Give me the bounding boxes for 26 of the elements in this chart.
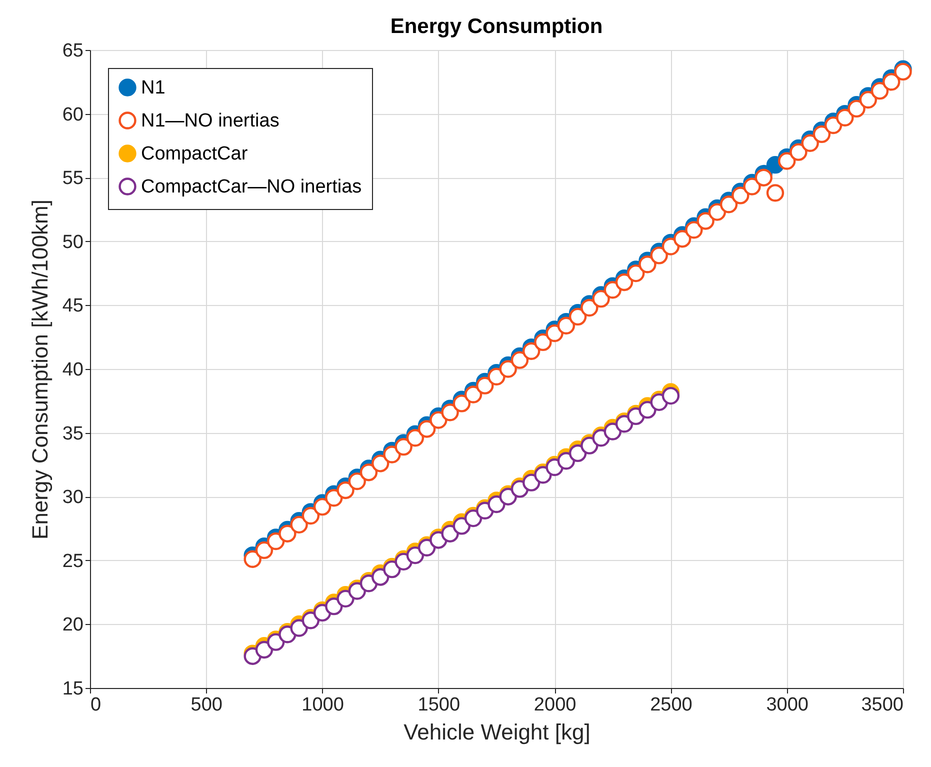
x-tick-label: 2500 xyxy=(650,694,692,716)
y-tick-label: 50 xyxy=(62,232,84,253)
legend-label: CompactCar—NO inertias xyxy=(141,176,362,198)
x-tick-label: 1000 xyxy=(302,694,344,716)
legend-label: N1 xyxy=(141,78,166,98)
y-tick-label: 25 xyxy=(62,550,84,572)
x-tick-label: 2000 xyxy=(534,694,576,716)
y-tick-label: 40 xyxy=(62,360,84,380)
y-tick-label: 20 xyxy=(62,614,84,636)
x-axis-title: Vehicle Weight [kg] xyxy=(404,720,590,744)
y-tick-label: 45 xyxy=(62,296,84,317)
x-tick-label: 3000 xyxy=(766,694,808,716)
x-tick-label: 1500 xyxy=(418,694,460,716)
x-tick-label: 0 xyxy=(90,694,102,716)
legend-label: N1—NO inertias xyxy=(141,110,280,132)
y-tick-label: 15 xyxy=(62,678,84,700)
chart-title: Energy Consumption xyxy=(390,15,603,38)
x-tick-label: 3500 xyxy=(861,694,904,716)
y-tick-label: 30 xyxy=(62,487,84,508)
y-axis-title: Energy Consumption [kWh/100km] xyxy=(27,200,52,540)
y-tick-label: 60 xyxy=(62,104,84,126)
y-tick-label: 35 xyxy=(62,423,84,444)
y-tick-label: 65 xyxy=(62,40,84,62)
x-tick-label: 500 xyxy=(190,694,222,716)
y-tick-label: 55 xyxy=(62,168,84,190)
legend-label: CompactCar xyxy=(141,144,248,164)
